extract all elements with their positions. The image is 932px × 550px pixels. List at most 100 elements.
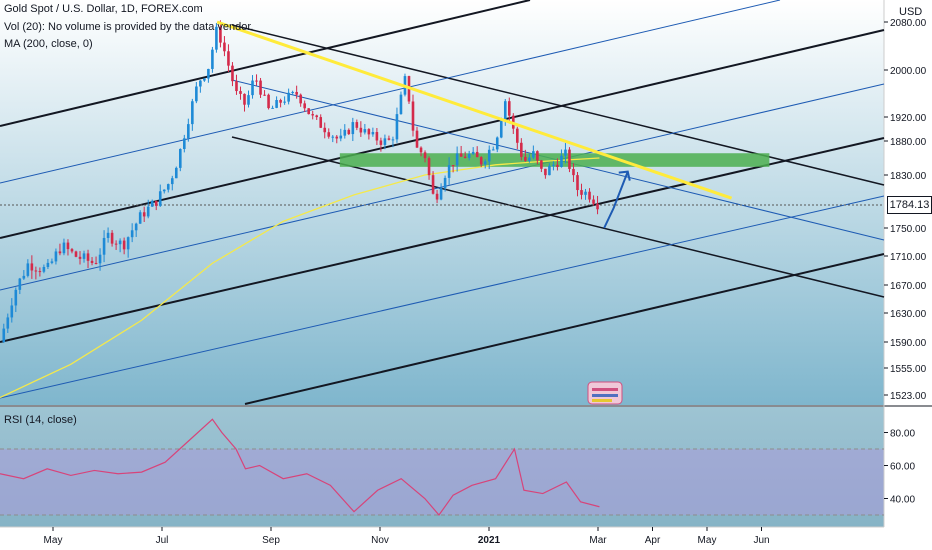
candle-body[interactable] [491, 149, 495, 151]
candle-body[interactable] [560, 155, 563, 167]
candle-body[interactable] [363, 129, 367, 133]
candle-body[interactable] [134, 223, 138, 231]
candle-body[interactable] [524, 156, 527, 161]
candle-body[interactable] [383, 138, 387, 145]
rsi-line[interactable] [0, 418, 600, 516]
candle-body[interactable] [166, 184, 170, 190]
candle-body[interactable] [431, 175, 435, 194]
candle-body[interactable] [299, 94, 302, 104]
candle-body[interactable] [146, 206, 150, 217]
candle-body[interactable] [315, 115, 319, 118]
channel-line[interactable] [0, 29, 885, 239]
candle-body[interactable] [114, 243, 118, 245]
candle-body[interactable] [90, 260, 94, 263]
candle-body[interactable] [154, 200, 158, 206]
candle-body[interactable] [415, 130, 419, 148]
candle-body[interactable] [162, 189, 166, 192]
candle-body[interactable] [447, 165, 451, 178]
candle-body[interactable] [243, 93, 246, 105]
candle-body[interactable] [552, 164, 555, 166]
candle-body[interactable] [499, 119, 503, 138]
candle-body[interactable] [327, 132, 331, 137]
candle-body[interactable] [38, 271, 42, 273]
candle-body[interactable] [291, 91, 294, 93]
channel-line[interactable] [0, 195, 885, 399]
candle-body[interactable] [223, 42, 226, 52]
candle-body[interactable] [576, 175, 579, 191]
candle-body[interactable] [516, 128, 519, 143]
candle-body[interactable] [371, 132, 375, 135]
rsi-indicator-label[interactable]: RSI (14, close) [4, 414, 77, 426]
candle-body[interactable] [307, 108, 310, 115]
candle-body[interactable] [544, 168, 547, 176]
candle-body[interactable] [355, 122, 359, 128]
candle-body[interactable] [74, 251, 78, 257]
ma-indicator-label[interactable]: MA (200, close, 0) [4, 38, 93, 50]
candle-body[interactable] [347, 129, 351, 135]
yellow-resistance-line[interactable] [216, 20, 733, 200]
candle-body[interactable] [30, 263, 34, 271]
candle-body[interactable] [22, 275, 26, 279]
candle-body[interactable] [359, 127, 363, 133]
candle-body[interactable] [495, 137, 499, 150]
candle-body[interactable] [287, 92, 290, 102]
candle-body[interactable] [110, 232, 114, 244]
candle-body[interactable] [62, 242, 66, 254]
candle-body[interactable] [323, 127, 327, 133]
candle-body[interactable] [451, 165, 455, 167]
channel-line[interactable] [0, 0, 531, 127]
candle-body[interactable] [50, 261, 54, 263]
candle-body[interactable] [548, 165, 551, 176]
candle-body[interactable] [395, 114, 399, 140]
candle-body[interactable] [42, 266, 46, 272]
candle-body[interactable] [540, 160, 543, 169]
candle-body[interactable] [227, 51, 230, 66]
candle-body[interactable] [556, 164, 559, 167]
candle-body[interactable] [507, 101, 511, 116]
candle-body[interactable] [6, 317, 10, 329]
ma-line[interactable] [0, 157, 600, 399]
candle-body[interactable] [82, 253, 86, 259]
candle-body[interactable] [572, 168, 575, 176]
candle-body[interactable] [331, 136, 335, 138]
candle-body[interactable] [255, 80, 258, 82]
candle-body[interactable] [379, 140, 383, 145]
channel-line[interactable] [0, 137, 885, 343]
candle-body[interactable] [339, 135, 343, 139]
candle-body[interactable] [459, 153, 463, 157]
candle-body[interactable] [66, 242, 70, 250]
candle-body[interactable] [170, 178, 174, 185]
candle-body[interactable] [34, 270, 38, 272]
candle-body[interactable] [343, 129, 347, 136]
candle-body[interactable] [367, 129, 371, 135]
candle-body[interactable] [191, 101, 194, 125]
candle-body[interactable] [58, 251, 62, 254]
candle-body[interactable] [335, 136, 339, 139]
candle-body[interactable] [295, 91, 298, 95]
candle-body[interactable] [503, 101, 507, 120]
candle-body[interactable] [203, 78, 206, 81]
candle-body[interactable] [580, 190, 583, 195]
candle-body[interactable] [564, 149, 567, 156]
candle-body[interactable] [207, 68, 210, 79]
candle-body[interactable] [199, 80, 202, 87]
candle-body[interactable] [520, 142, 523, 157]
candle-body[interactable] [26, 263, 30, 276]
candle-body[interactable] [532, 151, 535, 158]
candle-body[interactable] [18, 278, 22, 290]
candle-body[interactable] [259, 80, 262, 95]
candle-body[interactable] [106, 232, 110, 238]
candle-body[interactable] [427, 158, 431, 176]
candle-body[interactable] [283, 101, 286, 103]
candle-body[interactable] [86, 253, 90, 261]
candle-body[interactable] [126, 237, 130, 250]
candle-body[interactable] [142, 212, 146, 217]
candle-body[interactable] [423, 152, 427, 159]
candle-body[interactable] [275, 99, 278, 108]
candle-body[interactable] [14, 289, 18, 306]
candle-body[interactable] [215, 26, 218, 50]
candle-body[interactable] [303, 103, 306, 109]
candle-body[interactable] [102, 237, 106, 255]
support-zone[interactable] [339, 153, 770, 167]
